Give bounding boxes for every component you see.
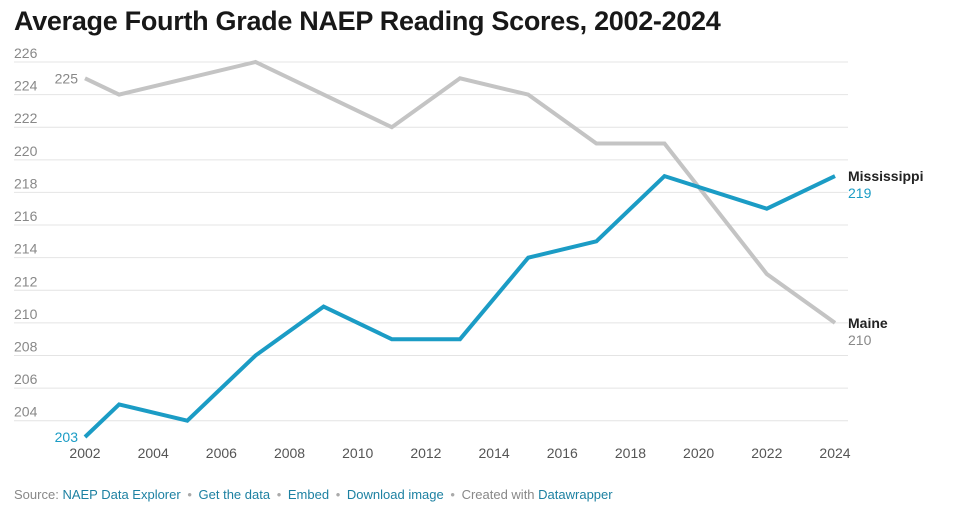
series-line-mississippi <box>83 173 836 439</box>
created-with-label: Created with <box>461 487 535 502</box>
y-tick-label: 204 <box>14 404 38 420</box>
y-axis-ticks: 204 206 208 210 212 214 216 218 220 222 224 226 <box>14 45 38 420</box>
y-tick-label: 220 <box>14 143 38 159</box>
x-tick-label: 2022 <box>751 445 782 461</box>
x-tick-label: 2004 <box>138 445 169 461</box>
series-line-maine <box>84 59 837 325</box>
end-value-label-maine: 210 <box>848 332 872 348</box>
x-tick-label: 2006 <box>206 445 237 461</box>
series-lines <box>83 59 837 439</box>
start-value-label-maine: 225 <box>55 70 79 86</box>
x-tick-label: 2024 <box>819 445 850 461</box>
start-value-label-mississippi: 203 <box>55 429 79 445</box>
download-image-link[interactable]: Download image <box>346 487 444 502</box>
y-tick-label: 218 <box>14 175 38 191</box>
y-tick-label: 226 <box>14 45 38 61</box>
x-tick-label: 2008 <box>274 445 305 461</box>
x-tick-label: 2010 <box>342 445 373 461</box>
source-label: Source: <box>14 487 59 502</box>
x-tick-label: 2018 <box>615 445 646 461</box>
x-tick-label: 2014 <box>479 445 510 461</box>
separator: • <box>335 487 341 502</box>
end-value-label-mississippi: 219 <box>848 185 872 201</box>
series-name-label-mississippi: Mississippi <box>848 168 923 184</box>
separator: • <box>276 487 282 502</box>
y-tick-label: 208 <box>14 338 38 354</box>
get-data-link[interactable]: Get the data <box>198 487 271 502</box>
y-tick-label: 210 <box>14 306 38 322</box>
x-tick-label: 2002 <box>69 445 100 461</box>
y-tick-label: 212 <box>14 273 38 289</box>
y-tick-label: 206 <box>14 371 38 387</box>
x-tick-label: 2016 <box>547 445 578 461</box>
datawrapper-link[interactable]: Datawrapper <box>538 487 613 502</box>
x-tick-label: 2012 <box>410 445 441 461</box>
separator: • <box>450 487 455 502</box>
x-axis-ticks: 2002 2004 2006 2008 2010 2012 2014 2016 2018 2020… <box>69 445 850 461</box>
y-tick-label: 214 <box>14 241 38 257</box>
x-tick-label: 2020 <box>683 445 714 461</box>
line-chart: 204 206 208 210 212 214 216 218 220 222 224 226 200… <box>14 45 924 461</box>
separator: • <box>187 487 192 502</box>
grid-lines <box>14 61 848 422</box>
chart-footer: Source: NAEP Data Explorer • Get the dat… <box>14 487 613 502</box>
embed-link[interactable]: Embed <box>287 487 330 502</box>
y-tick-label: 216 <box>14 208 38 224</box>
y-tick-label: 222 <box>14 110 38 126</box>
source-link[interactable]: NAEP Data Explorer <box>62 487 181 502</box>
y-tick-label: 224 <box>14 78 38 94</box>
series-name-label-maine: Maine <box>848 315 888 331</box>
chart-title: Average Fourth Grade NAEP Reading Scores… <box>14 6 721 36</box>
